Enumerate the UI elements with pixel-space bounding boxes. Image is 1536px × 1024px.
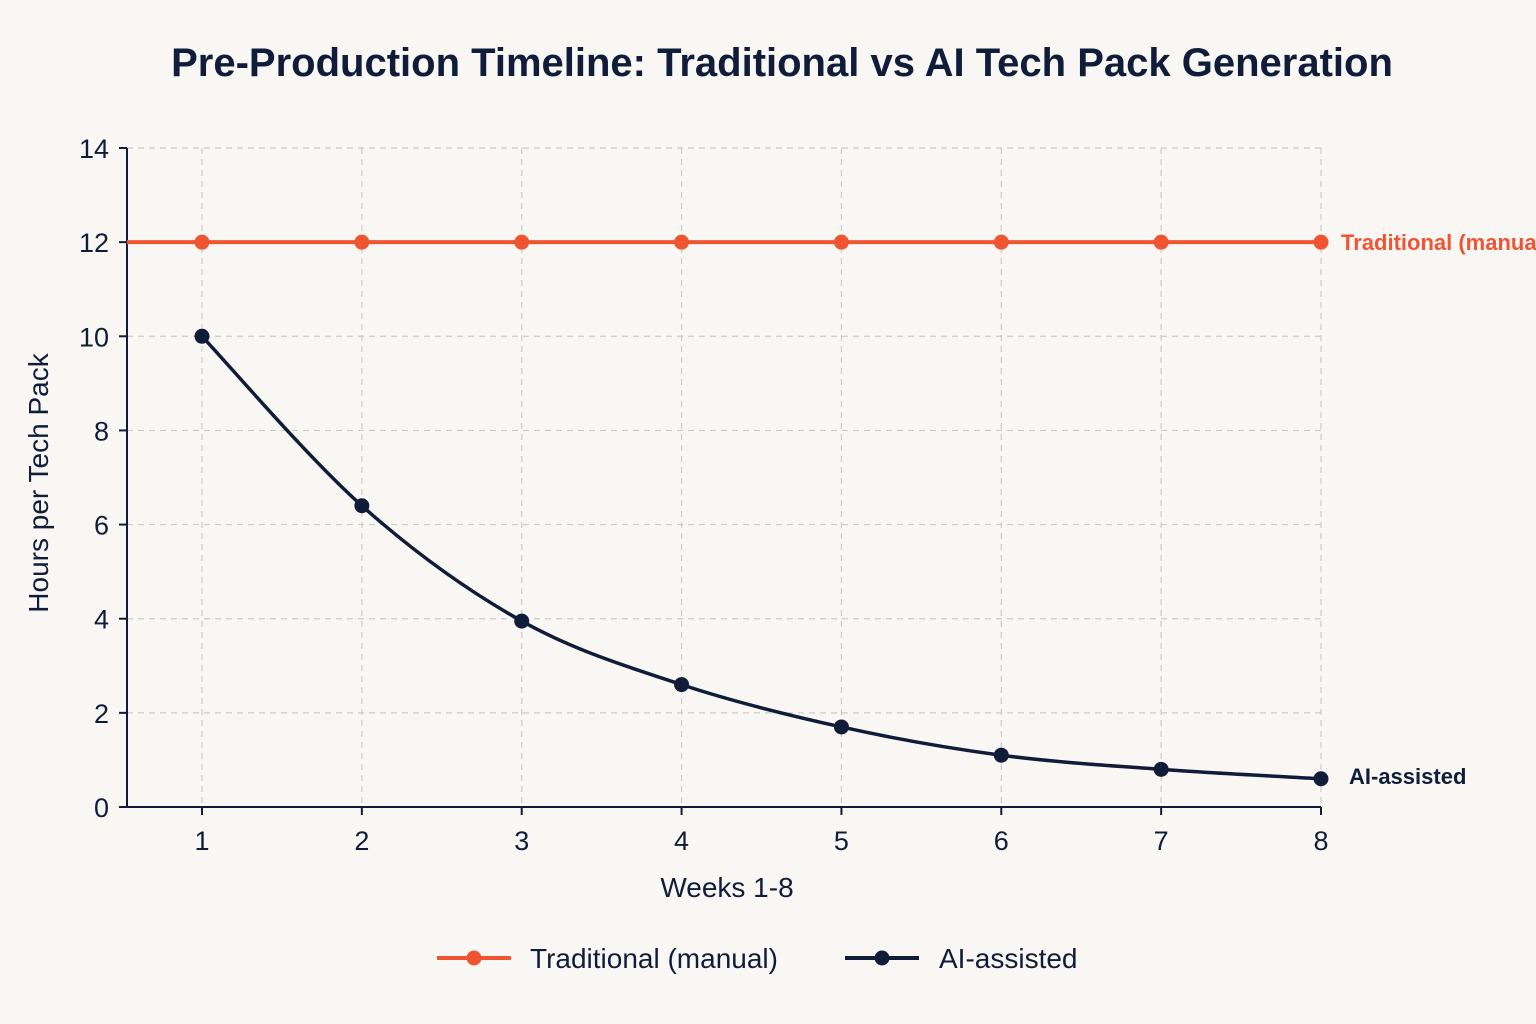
x-tick-label: 7 <box>1154 826 1169 856</box>
x-tick-label: 8 <box>1313 826 1328 856</box>
legend: Traditional (manual) AI-assisted <box>437 943 1078 974</box>
data-point <box>1153 761 1169 777</box>
y-axis-label: Hours per Tech Pack <box>23 352 54 612</box>
y-tick-label: 14 <box>79 134 109 164</box>
data-point <box>833 234 849 250</box>
data-point <box>354 498 370 514</box>
data-point <box>194 234 210 250</box>
axes <box>119 147 1322 815</box>
data-point <box>354 234 370 250</box>
y-tick-label: 6 <box>94 511 109 541</box>
series-end-label: Traditional (manual) <box>1341 230 1536 255</box>
legend-item-ai-assisted: AI-assisted <box>845 943 1078 974</box>
x-tick-label: 2 <box>354 826 369 856</box>
legend-swatch-marker <box>466 950 482 966</box>
x-tick-label: 3 <box>514 826 529 856</box>
x-tick-label: 5 <box>834 826 849 856</box>
series-ai-assisted: AI-assisted <box>194 328 1466 789</box>
data-point <box>194 328 210 344</box>
data-point <box>993 234 1009 250</box>
chart-title: Pre-Production Timeline: Traditional vs … <box>171 41 1393 85</box>
legend-item-traditional: Traditional (manual) <box>437 943 778 974</box>
data-point <box>993 747 1009 763</box>
data-point <box>1313 771 1329 787</box>
data-point <box>514 613 530 629</box>
data-point <box>1153 234 1169 250</box>
x-axis-label: Weeks 1-8 <box>660 872 793 903</box>
y-tick-label: 2 <box>94 699 109 729</box>
y-tick-label: 8 <box>94 416 109 446</box>
legend-label: AI-assisted <box>939 943 1078 974</box>
grid <box>127 147 1322 807</box>
y-tick-label: 12 <box>79 228 109 258</box>
x-tick-label: 1 <box>194 826 209 856</box>
x-tick-label: 4 <box>674 826 689 856</box>
legend-label: Traditional (manual) <box>530 943 778 974</box>
legend-swatch-marker <box>874 950 890 966</box>
y-tick-label: 0 <box>94 793 109 823</box>
series-end-label: AI-assisted <box>1349 764 1466 789</box>
series: Traditional (manual) AI-assisted <box>127 230 1536 789</box>
y-tick-label: 4 <box>94 605 109 635</box>
data-point <box>833 719 849 735</box>
data-point <box>674 234 690 250</box>
data-point <box>514 234 530 250</box>
series-traditional: Traditional (manual) <box>127 230 1536 255</box>
y-tick-label: 10 <box>79 322 109 352</box>
data-point <box>1313 234 1329 250</box>
x-tick-label: 6 <box>994 826 1009 856</box>
data-point <box>674 677 690 693</box>
